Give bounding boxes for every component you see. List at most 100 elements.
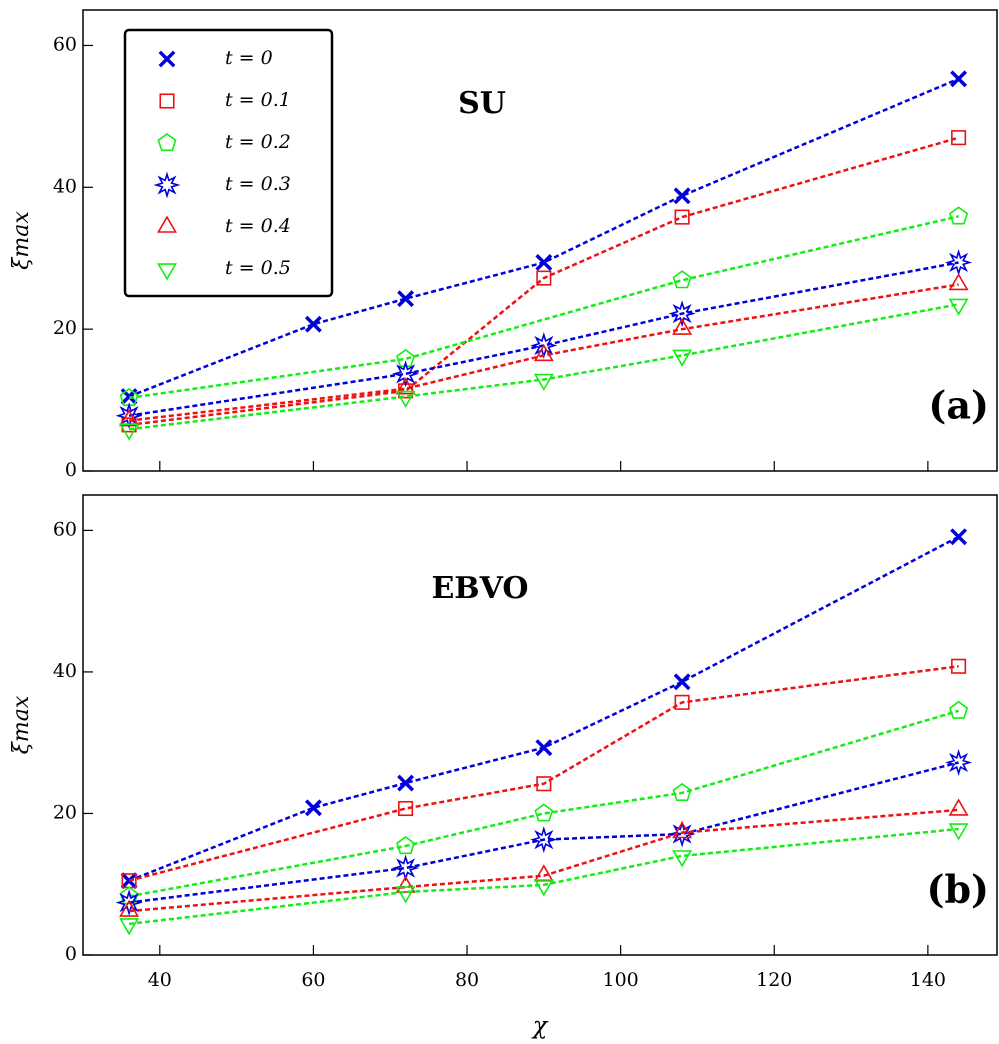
marker [949, 700, 969, 719]
x-axis-label: χ [531, 1012, 549, 1040]
marker [159, 93, 175, 109]
series-line [128, 808, 959, 913]
marker [392, 854, 420, 882]
legend-label: t = 0.5 [225, 257, 291, 279]
series-line [128, 535, 960, 882]
legend-label: t = 0.3 [225, 173, 291, 195]
x-tick-label: 60 [301, 969, 325, 991]
marker [119, 423, 140, 441]
marker [158, 50, 176, 68]
x-tick-label: 40 [148, 969, 172, 991]
marker [674, 694, 690, 710]
series-line [128, 283, 959, 422]
marker [533, 373, 554, 391]
marker [157, 215, 177, 233]
y-axis-label: ξmax [9, 211, 34, 270]
marker [950, 70, 968, 88]
series-line [128, 665, 959, 882]
marker [948, 273, 969, 291]
y-tick-label: 40 [53, 660, 77, 682]
marker [536, 776, 552, 792]
marker [672, 782, 692, 802]
marker [672, 850, 693, 868]
plot-frame [82, 9, 998, 472]
x-tick-label: 120 [756, 969, 792, 991]
marker [395, 875, 416, 893]
series-line [128, 77, 960, 398]
marker [673, 187, 691, 205]
marker [153, 171, 181, 199]
legend-label: t = 0.2 [225, 131, 291, 153]
marker [948, 823, 969, 841]
x-tick-label: 80 [455, 969, 479, 991]
y-tick-label: 20 [53, 801, 77, 823]
marker [157, 263, 177, 281]
marker [392, 360, 420, 388]
marker [672, 349, 693, 367]
panel-label: (a) [928, 383, 989, 428]
series-line [128, 136, 959, 427]
legend-label: t = 0.1 [225, 89, 291, 111]
marker [119, 918, 140, 936]
annotation: EBVO [431, 571, 528, 606]
legend-box [123, 28, 334, 298]
marker [530, 826, 558, 854]
marker [533, 343, 554, 362]
marker [395, 886, 416, 904]
marker [951, 130, 967, 146]
y-axis-label: ξmax [9, 695, 34, 754]
marker [533, 864, 554, 882]
marker [672, 317, 693, 335]
plot-frame [82, 494, 998, 956]
marker [397, 774, 415, 792]
marker [674, 209, 690, 225]
y-tick-label: 60 [53, 518, 77, 540]
marker [948, 798, 969, 816]
marker [157, 133, 177, 152]
x-tick-label: 140 [910, 969, 946, 991]
marker [304, 799, 322, 817]
series-line [128, 215, 959, 400]
marker [120, 388, 138, 405]
marker [395, 377, 416, 395]
marker [535, 739, 553, 757]
y-tick-label: 20 [53, 317, 77, 339]
marker [672, 270, 692, 289]
y-tick-label: 0 [65, 943, 77, 965]
series-line [128, 827, 959, 926]
series-line [128, 761, 959, 904]
marker [950, 528, 968, 546]
marker [534, 803, 554, 822]
y-tick-label: 40 [53, 175, 77, 197]
series-line [128, 303, 959, 431]
marker [396, 348, 416, 368]
marker [119, 409, 140, 427]
marker [395, 390, 416, 408]
y-tick-label: 0 [65, 459, 77, 481]
marker [115, 402, 143, 430]
marker [673, 673, 691, 691]
marker [668, 820, 696, 848]
marker [536, 270, 552, 286]
marker [397, 290, 415, 308]
marker [535, 254, 553, 271]
marker [945, 748, 973, 777]
y-tick-label: 60 [53, 33, 77, 55]
annotation: SU [458, 86, 506, 121]
marker [115, 889, 143, 917]
marker [948, 298, 969, 316]
marker [949, 206, 969, 225]
x-tick-label: 100 [603, 969, 639, 991]
marker [533, 879, 554, 897]
marker [398, 800, 414, 817]
legend-label: t = 0 [225, 47, 273, 69]
legend-label: t = 0.4 [225, 215, 291, 237]
marker [120, 872, 138, 890]
marker [119, 899, 140, 917]
marker [396, 836, 416, 855]
panel-label: (b) [926, 867, 989, 912]
marker [672, 821, 693, 839]
marker [668, 300, 696, 328]
